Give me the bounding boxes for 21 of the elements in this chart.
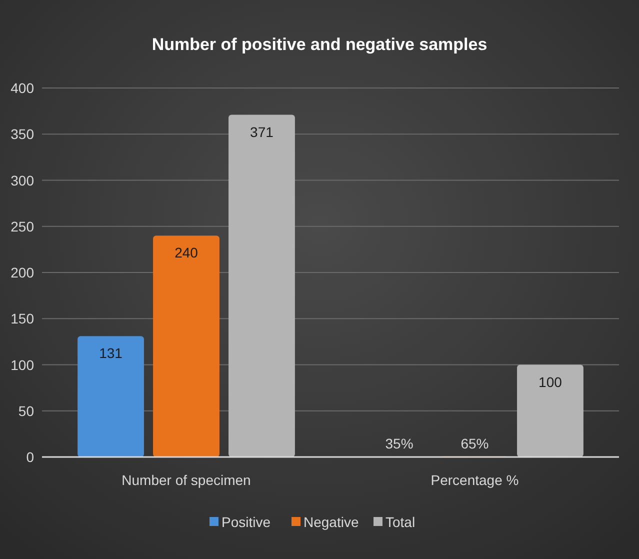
data-label: 65% <box>460 435 489 452</box>
data-label: 131 <box>99 345 123 362</box>
y-tick-label: 0 <box>26 449 34 465</box>
data-label: 371 <box>250 124 274 140</box>
x-tick-label: Number of specimen <box>122 472 251 488</box>
chart-title: Number of positive and negative samples <box>152 35 488 54</box>
y-tick-label: 150 <box>10 310 34 327</box>
data-label: 100 <box>538 374 562 390</box>
y-tick-label: 50 <box>18 402 34 419</box>
y-tick-label: 250 <box>10 218 34 234</box>
legend-label: Positive <box>222 514 271 530</box>
legend-label: Total <box>386 514 416 530</box>
data-label: 240 <box>174 244 198 261</box>
y-tick-label: 200 <box>10 264 34 280</box>
y-tick-label: 100 <box>10 356 34 373</box>
y-tick-label: 300 <box>10 172 34 188</box>
data-label: 35% <box>385 436 414 452</box>
legend-label: Negative <box>304 514 359 530</box>
x-tick-label: Percentage % <box>430 472 519 488</box>
y-tick-label: 350 <box>10 126 34 142</box>
y-tick-label: 400 <box>10 80 34 96</box>
